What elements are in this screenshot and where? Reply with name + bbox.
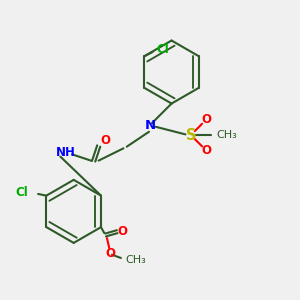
Text: N: N bbox=[144, 119, 156, 132]
Text: Cl: Cl bbox=[15, 186, 28, 199]
Text: CH₃: CH₃ bbox=[126, 255, 147, 265]
Text: NH: NH bbox=[56, 146, 75, 159]
Text: S: S bbox=[186, 128, 197, 142]
Text: O: O bbox=[105, 247, 115, 260]
Text: O: O bbox=[100, 134, 110, 147]
Text: O: O bbox=[118, 225, 128, 238]
Text: O: O bbox=[201, 144, 212, 157]
Text: CH₃: CH₃ bbox=[216, 130, 237, 140]
Text: Cl: Cl bbox=[156, 43, 169, 56]
Text: O: O bbox=[201, 113, 212, 126]
